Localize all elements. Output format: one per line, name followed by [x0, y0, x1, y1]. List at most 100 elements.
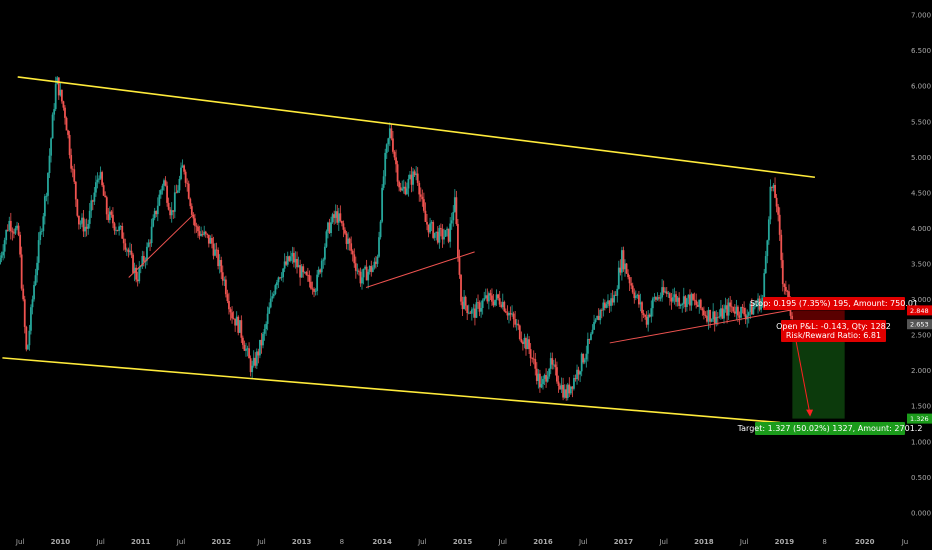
candle-body	[16, 225, 18, 229]
support-trendline	[365, 251, 475, 288]
candle-body	[693, 299, 696, 301]
target-label-box	[755, 422, 905, 435]
candle-body	[474, 308, 476, 318]
candle-body	[439, 228, 442, 230]
candle-body	[101, 172, 104, 186]
candle-body	[638, 294, 640, 305]
candle-body	[557, 381, 560, 386]
candle-body	[345, 233, 348, 244]
candle-body	[784, 286, 787, 292]
candle-body	[5, 229, 8, 241]
candle-body	[620, 250, 623, 273]
candle-body	[142, 256, 145, 262]
candle-body	[487, 293, 490, 302]
candle-body	[641, 302, 643, 314]
candle-body	[410, 174, 413, 185]
candle-body	[82, 217, 85, 232]
x-tick-label: Jul	[578, 538, 588, 546]
candle-body	[613, 294, 616, 303]
candle-body	[645, 316, 648, 325]
pnl-label-text: Open P&L: -0.143, Qty: 1282	[776, 322, 891, 331]
x-tick-label: 8	[340, 538, 344, 546]
candle-body	[627, 273, 629, 278]
candle-body	[249, 358, 252, 373]
candle-body	[710, 319, 713, 322]
candle-body	[715, 317, 718, 324]
candle-body	[243, 344, 246, 351]
candle-body	[51, 114, 54, 139]
candle-body	[426, 221, 428, 225]
candle-body	[616, 288, 619, 296]
candle-body	[447, 228, 450, 242]
candle-body	[152, 218, 155, 227]
candle-body	[531, 358, 534, 359]
candle-body	[565, 389, 568, 399]
y-tick-label: 3.000	[911, 296, 931, 304]
candle-body	[265, 323, 267, 330]
candle-body	[255, 351, 258, 366]
candle-body	[30, 307, 32, 331]
candle-body	[368, 266, 371, 272]
x-tick-label: Jul	[95, 538, 105, 546]
candle-body	[220, 260, 223, 273]
trendlines-layer	[2, 76, 816, 424]
candle-body	[68, 134, 71, 156]
candle-body	[610, 298, 612, 306]
candle-body	[542, 378, 544, 385]
candle-body	[464, 296, 467, 306]
candle-body	[760, 301, 763, 310]
candle-body	[17, 225, 20, 235]
candle-body	[642, 313, 645, 315]
candle-body	[628, 277, 631, 284]
candle-body	[682, 296, 685, 304]
candle-body	[668, 293, 671, 299]
candle-body	[37, 240, 40, 263]
target-price-tag-text: 1.326	[910, 415, 929, 423]
candle-body	[187, 183, 190, 199]
y-tick-label: 5.000	[911, 154, 931, 162]
candle-body	[546, 376, 549, 382]
candle-body	[334, 211, 337, 218]
candle-body	[665, 291, 668, 294]
candle-body	[87, 223, 90, 229]
candle-body	[518, 325, 521, 340]
candle-body	[25, 326, 28, 350]
candle-body	[481, 300, 484, 309]
candle-body	[729, 302, 732, 307]
candle-body	[749, 303, 752, 313]
x-tick-label: Jul	[417, 538, 427, 546]
candle-body	[354, 263, 357, 271]
candle-body	[399, 187, 402, 191]
candle-body	[504, 311, 507, 313]
candle-body	[732, 306, 735, 312]
candle-body	[262, 333, 264, 346]
candle-body	[712, 311, 715, 320]
candle-body	[704, 315, 707, 316]
candle-body	[276, 282, 278, 286]
candle-body	[139, 266, 142, 268]
candle-body	[543, 375, 546, 379]
candle-body	[221, 272, 224, 281]
candle-body	[73, 169, 76, 182]
candle-body	[486, 295, 489, 302]
candle-body	[258, 339, 261, 356]
x-tick-label: 2012	[211, 538, 231, 546]
candle-body	[200, 233, 203, 236]
candle-body	[105, 197, 108, 215]
entry-price-tag-text: 2.653	[910, 321, 929, 329]
candle-body	[33, 285, 35, 300]
candle-body	[453, 197, 456, 212]
candle-body	[653, 297, 656, 299]
candle-body	[6, 229, 9, 231]
candle-body	[757, 298, 759, 306]
candle-body	[240, 320, 243, 338]
candle-body	[336, 211, 339, 223]
candle-body	[390, 128, 393, 139]
candle-body	[737, 306, 739, 316]
candle-body	[3, 240, 6, 252]
candle-body	[696, 304, 699, 307]
candle-body	[701, 308, 704, 311]
candle-body	[159, 190, 162, 195]
candle-body	[651, 298, 654, 309]
